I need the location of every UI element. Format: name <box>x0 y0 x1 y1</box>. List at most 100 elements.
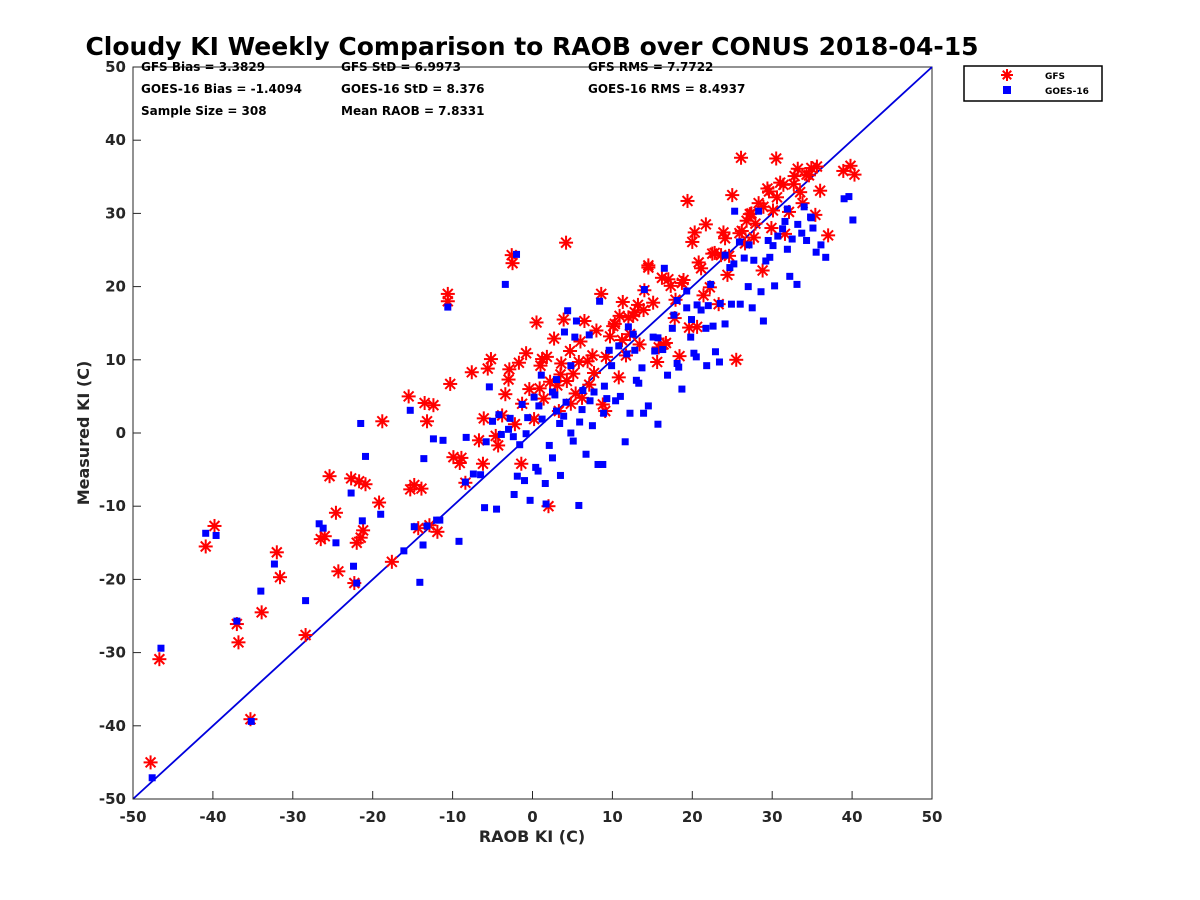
goes16-point <box>683 304 691 312</box>
goes16-point <box>509 433 517 441</box>
goes16-point <box>567 429 575 437</box>
gfs-point <box>547 331 562 346</box>
x-tick-label: 20 <box>682 808 703 826</box>
goes16-point <box>576 418 584 426</box>
stat-gfs-rms: GFS RMS = 7.7722 <box>588 60 713 74</box>
goes16-point <box>654 420 662 428</box>
goes16-point <box>664 371 672 379</box>
goes16-point <box>769 242 777 250</box>
gfs-point <box>698 217 713 232</box>
gfs-point <box>532 381 547 396</box>
goes16-point <box>489 417 497 425</box>
goes16-point <box>423 522 431 530</box>
gfs-point <box>606 319 621 334</box>
gfs-point <box>650 354 665 369</box>
stat-gfs-std: GFS StD = 6.9973 <box>341 60 461 74</box>
legend-gfs-label: GFS <box>1045 72 1065 82</box>
goes16-point <box>545 441 553 449</box>
goes16-point <box>522 430 530 438</box>
goes16-point <box>455 537 463 545</box>
goes16-point <box>513 472 521 480</box>
gfs-point <box>553 367 568 382</box>
goes16-point <box>257 587 265 595</box>
x-axis-ticks: -50 -40 -30 -20 -10 0 10 20 30 40 50 <box>119 791 942 826</box>
goes16-point <box>716 299 724 307</box>
gfs-point <box>793 185 808 200</box>
goes16-point <box>735 238 743 246</box>
y-tick-label: -10 <box>99 497 126 515</box>
goes16-point <box>726 264 734 272</box>
goes16-point <box>774 232 782 240</box>
y-tick-label: 50 <box>105 58 126 76</box>
gfs-point <box>559 235 574 250</box>
goes16-point <box>623 350 631 358</box>
goes16-point <box>362 452 370 460</box>
goes16-point <box>702 324 710 332</box>
legend-gfs-marker <box>1001 69 1013 81</box>
gfs-point <box>836 163 851 178</box>
gfs-point <box>254 605 269 620</box>
goes16-point <box>730 260 738 268</box>
goes16-point <box>319 524 327 532</box>
goes16-point <box>693 301 701 309</box>
goes16-point <box>148 774 156 782</box>
goes16-point <box>462 433 470 441</box>
gfs-point <box>720 267 735 282</box>
goes16-point <box>564 307 572 315</box>
gfs-point <box>476 411 491 426</box>
goes16-point <box>569 437 577 445</box>
gfs-point <box>621 310 636 325</box>
goes16-point <box>687 333 695 341</box>
goes16-point <box>433 516 441 524</box>
goes16-point <box>567 362 575 370</box>
goes16-point <box>542 500 550 508</box>
goes16-point <box>721 320 729 328</box>
gfs-point <box>674 275 689 290</box>
goes16-point <box>605 346 613 354</box>
goes16-point <box>556 471 564 479</box>
goes16-point <box>513 250 521 258</box>
goes16-point <box>748 304 756 312</box>
x-axis-label: RAOB KI (C) <box>479 827 585 846</box>
goes16-point <box>357 419 365 427</box>
gfs-point <box>207 518 222 533</box>
goes16-point <box>233 617 241 625</box>
gfs-point <box>587 365 602 380</box>
goes16-point <box>640 409 648 417</box>
gfs-point <box>615 294 630 309</box>
gfs-point <box>356 523 371 538</box>
stat-gfs-bias: GFS Bias = 3.3829 <box>141 60 265 74</box>
y-tick-label: -40 <box>99 717 126 735</box>
goes16-point <box>745 241 753 249</box>
goes16-point <box>771 282 779 290</box>
goes16-point <box>332 539 340 547</box>
goes16-point <box>640 286 648 294</box>
gfs-point <box>372 495 387 510</box>
goes16-point <box>757 288 765 296</box>
gfs-point <box>646 295 661 310</box>
goes16-point <box>809 224 817 232</box>
gfs-point <box>755 263 770 278</box>
goes16-point <box>766 253 774 261</box>
goes16-point <box>692 353 700 361</box>
goes16-point <box>571 333 579 341</box>
goes16-point <box>347 489 355 497</box>
goes16-point <box>649 333 657 341</box>
goes16-point <box>552 407 560 415</box>
gfs-point <box>414 481 429 496</box>
goes16-point <box>548 454 556 462</box>
gfs-point <box>718 231 733 246</box>
x-tick-label: -40 <box>199 808 226 826</box>
goes16-point <box>629 330 637 338</box>
x-tick-label: -10 <box>439 808 466 826</box>
gfs-point <box>847 167 862 182</box>
stat-goes-std: GOES-16 StD = 8.376 <box>341 82 484 96</box>
goes16-point <box>654 334 662 342</box>
goes16-point <box>532 463 540 471</box>
goes16-point <box>764 236 772 244</box>
goes16-point <box>621 438 629 446</box>
gfs-point <box>769 151 784 166</box>
gfs-point <box>420 414 435 429</box>
gfs-point <box>691 255 706 270</box>
